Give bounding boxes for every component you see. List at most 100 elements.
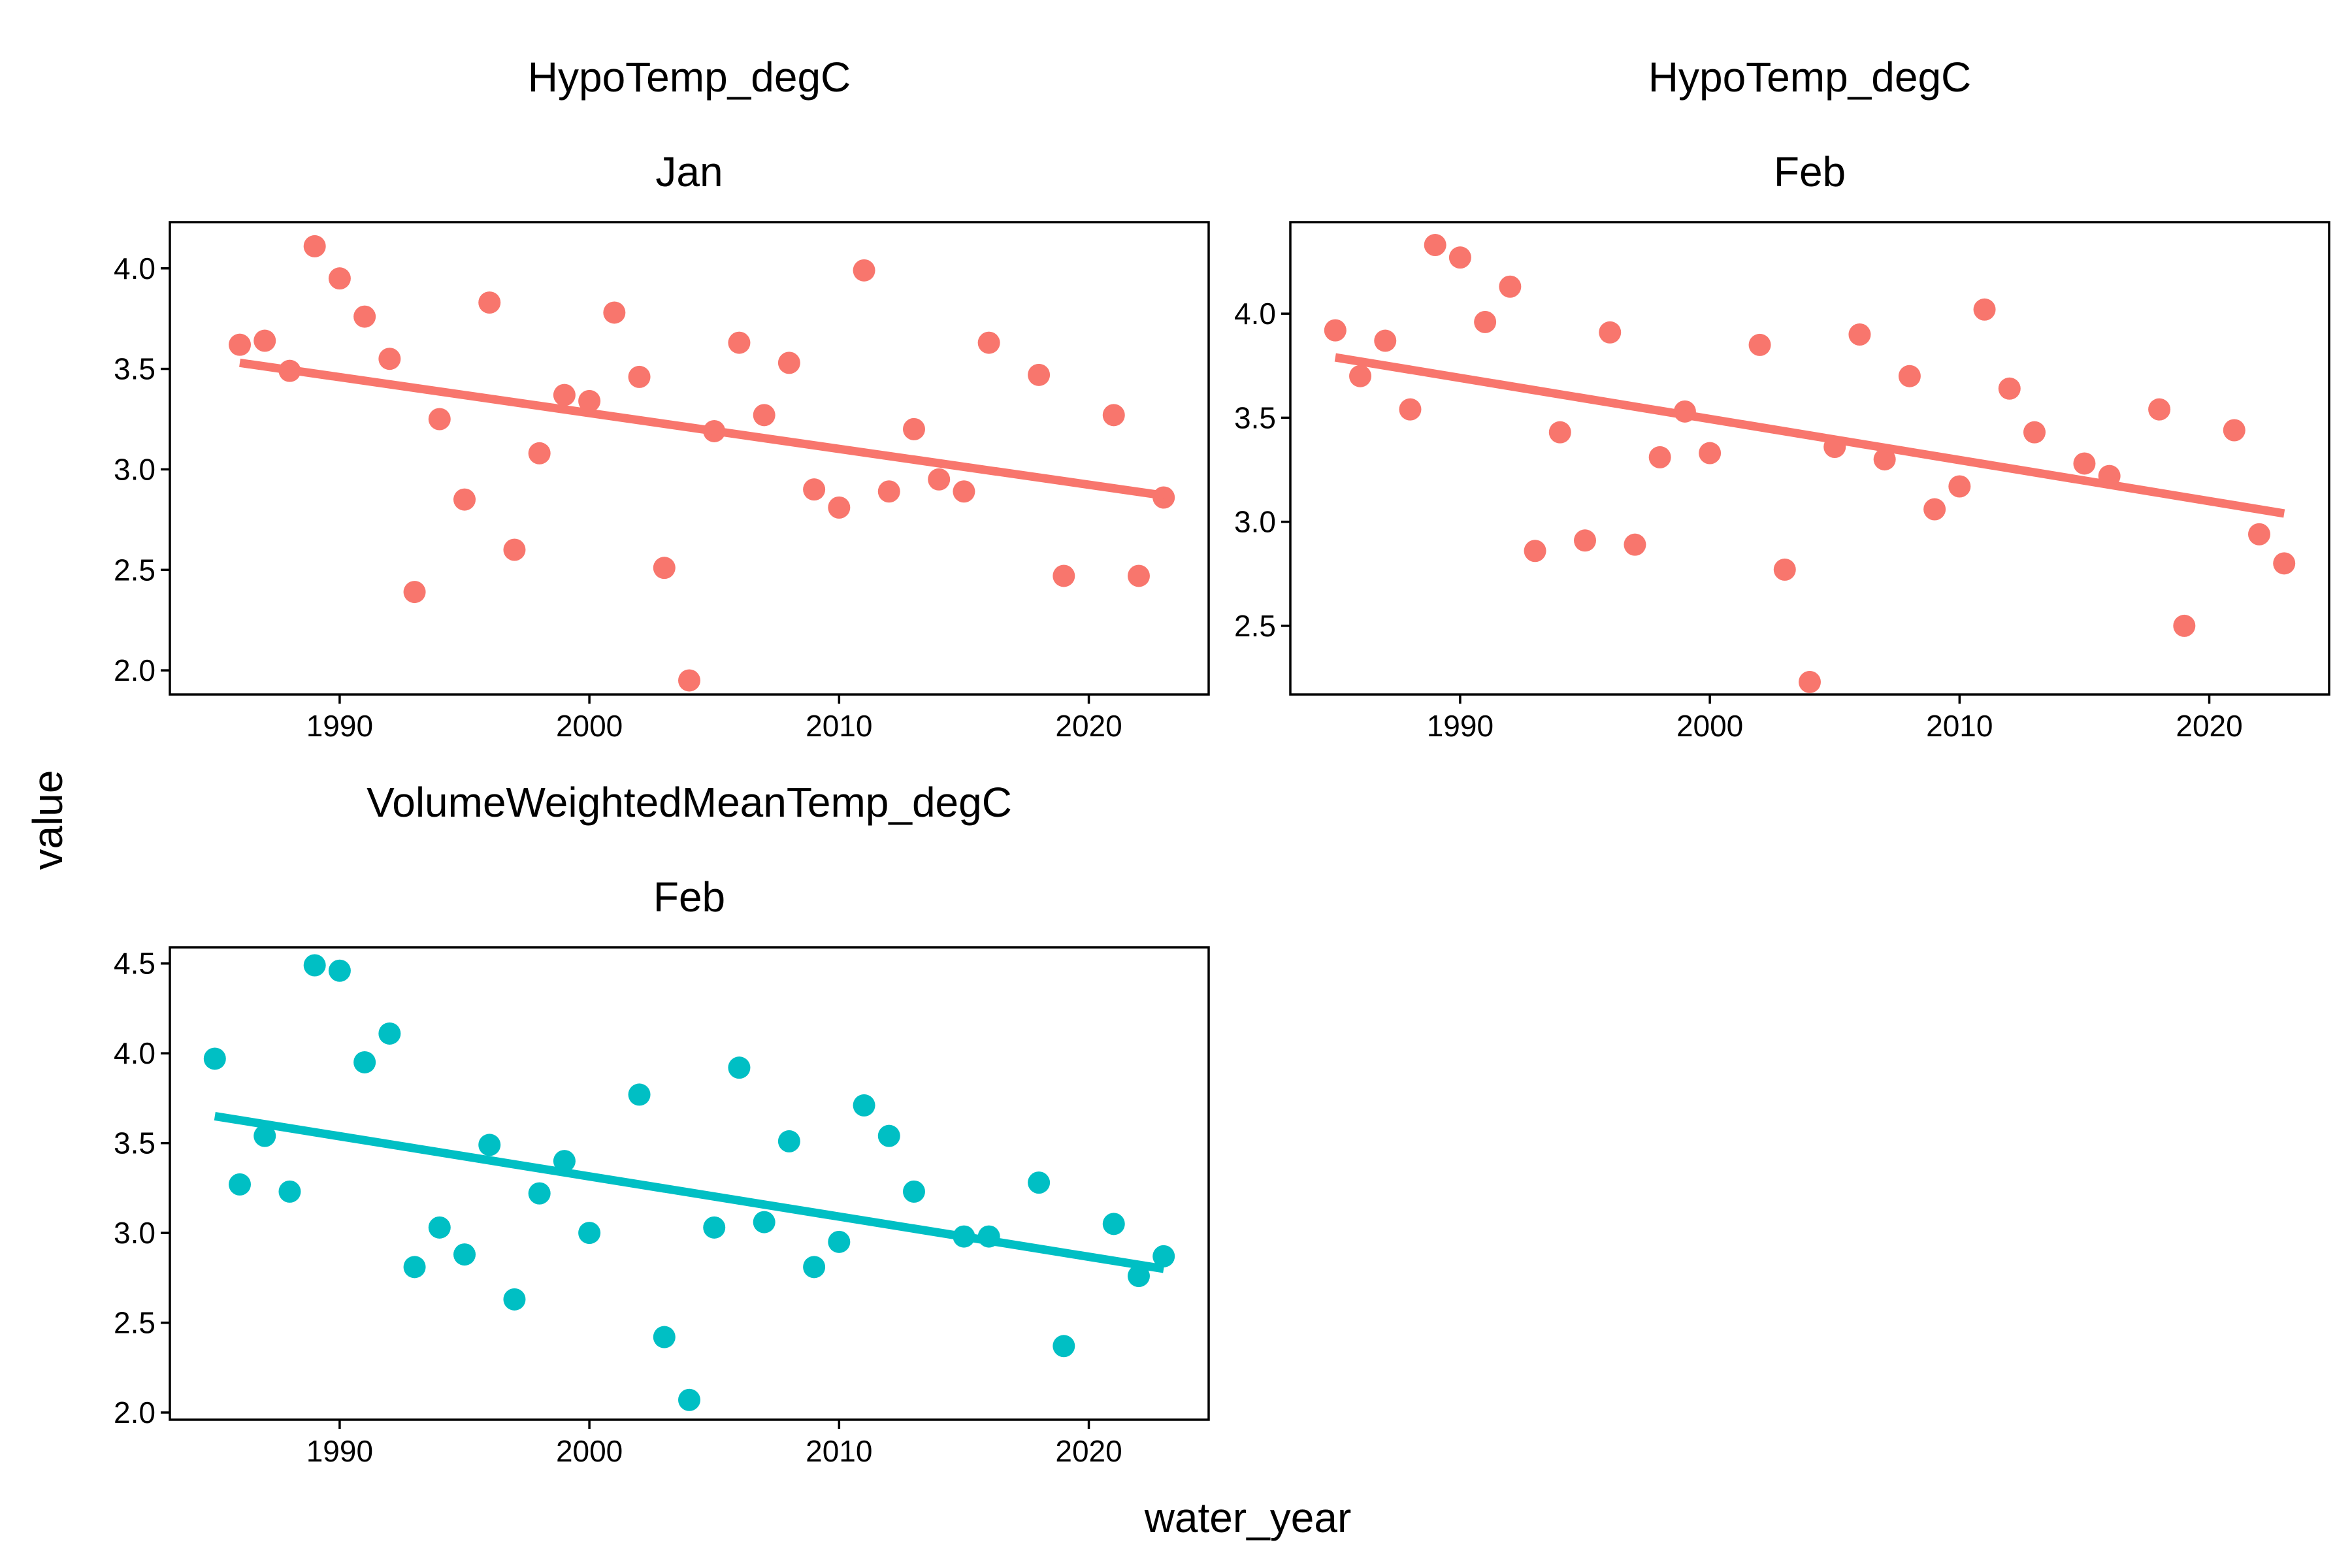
y-tick-label: 3.0: [1234, 505, 1276, 539]
data-point: [378, 1022, 401, 1045]
data-point: [777, 351, 800, 374]
y-tick-label: 2.5: [114, 1306, 155, 1340]
y-tick-label: 4.0: [1234, 297, 1276, 331]
data-point: [253, 1124, 276, 1147]
data-point: [1799, 670, 1821, 693]
y-tick-label: 2.5: [114, 553, 155, 587]
y-tick-label: 3.0: [114, 452, 155, 486]
panel-2-hypotemp-feb: 1990 2000 2010 2020 2.5 3.0 3.5 4.0: [1234, 221, 2330, 743]
x-tick-label: 1990: [306, 1434, 373, 1468]
data-point: [1053, 1335, 1075, 1358]
data-point: [2023, 421, 2046, 444]
data-point: [1524, 540, 1546, 563]
data-point: [1599, 321, 1622, 344]
data-point: [1973, 298, 1996, 321]
data-point: [428, 1216, 451, 1239]
data-point: [803, 1256, 826, 1279]
data-point: [877, 1124, 900, 1147]
data-point: [1448, 246, 1471, 269]
data-point: [853, 259, 875, 282]
data-point: [977, 331, 1000, 354]
data-point: [953, 480, 975, 503]
data-point: [828, 496, 851, 519]
y-tick-label: 4.5: [114, 947, 155, 981]
x-axis-title: water_year: [1144, 1494, 1352, 1541]
data-point: [728, 331, 751, 354]
panel-3-variable-strip: VolumeWeightedMeanTemp_degC: [367, 779, 1012, 826]
data-point: [1028, 363, 1051, 386]
data-point: [1102, 404, 1125, 427]
panel-frame: [169, 221, 1210, 696]
x-tick-label: 1990: [1427, 709, 1494, 743]
data-point: [2073, 452, 2096, 475]
data-point: [1574, 529, 1597, 552]
data-point: [453, 488, 476, 511]
y-tick-label: 3.0: [114, 1216, 155, 1250]
x-tick-label: 2000: [556, 1434, 623, 1468]
data-point: [1127, 1265, 1150, 1288]
data-point: [328, 267, 351, 290]
data-point: [2148, 398, 2171, 421]
data-point: [703, 1216, 726, 1239]
data-point: [1998, 377, 2021, 400]
data-point: [628, 365, 651, 388]
panel-2-month-strip: Feb: [1774, 148, 1846, 195]
data-point: [2173, 614, 2196, 637]
data-point: [1349, 365, 1372, 387]
data-point: [403, 581, 426, 604]
data-point: [1102, 1213, 1125, 1235]
data-point: [553, 384, 576, 406]
y-tick-label: 3.5: [114, 1126, 155, 1160]
trend-line: [214, 1111, 1165, 1273]
data-point: [1424, 234, 1446, 257]
data-point: [303, 954, 326, 977]
data-point: [1923, 498, 1946, 521]
y-tick-label: 4.0: [114, 1036, 155, 1070]
data-point: [528, 1182, 551, 1205]
data-point: [628, 1083, 651, 1106]
data-point: [1374, 329, 1397, 352]
data-point: [353, 305, 376, 328]
trend-line: [239, 358, 1165, 500]
data-point: [203, 1047, 226, 1070]
x-tick-label: 2010: [806, 709, 872, 743]
data-point: [2247, 523, 2270, 546]
y-axis-title: value: [24, 770, 71, 870]
data-point: [653, 1326, 676, 1348]
data-point: [753, 404, 776, 427]
data-point: [553, 1150, 576, 1173]
panel-1-hypotemp-jan: 1990 2000 2010 2020 2.0 2.5 3.0 3.5 4.0: [114, 221, 1210, 743]
data-point: [728, 1056, 751, 1079]
panel-1-variable-strip: HypoTemp_degC: [528, 54, 851, 101]
data-point: [877, 480, 900, 503]
data-point: [1152, 1245, 1175, 1267]
x-tick-label: 2010: [1926, 709, 1993, 743]
data-point: [1053, 564, 1075, 587]
data-point: [1028, 1171, 1051, 1194]
data-point: [1648, 446, 1671, 468]
data-point: [353, 1051, 376, 1073]
trend-line: [1334, 353, 2285, 518]
data-point: [1898, 365, 1921, 387]
data-point: [278, 1180, 301, 1203]
data-point: [578, 1222, 601, 1245]
data-point: [678, 1388, 700, 1411]
data-point: [1848, 323, 1871, 346]
y-tick-label: 2.0: [114, 653, 155, 687]
data-point: [1127, 564, 1150, 587]
data-point: [1748, 333, 1771, 356]
data-point: [678, 669, 700, 692]
panel-3-volumeweighted-feb: 1990 2000 2010 2020 2.0 2.5 3.0 3.5 4.0 4.5: [114, 946, 1210, 1468]
data-point: [453, 1243, 476, 1266]
panel-frame: [169, 946, 1210, 1421]
x-tick-label: 2020: [1055, 709, 1122, 743]
data-point: [777, 1130, 800, 1152]
data-point: [578, 389, 601, 412]
data-point: [1499, 275, 1522, 298]
x-tick-label: 2020: [1055, 1434, 1122, 1468]
data-point: [503, 538, 526, 561]
data-point: [1548, 421, 1571, 444]
data-point: [303, 235, 326, 257]
data-point: [853, 1094, 875, 1117]
